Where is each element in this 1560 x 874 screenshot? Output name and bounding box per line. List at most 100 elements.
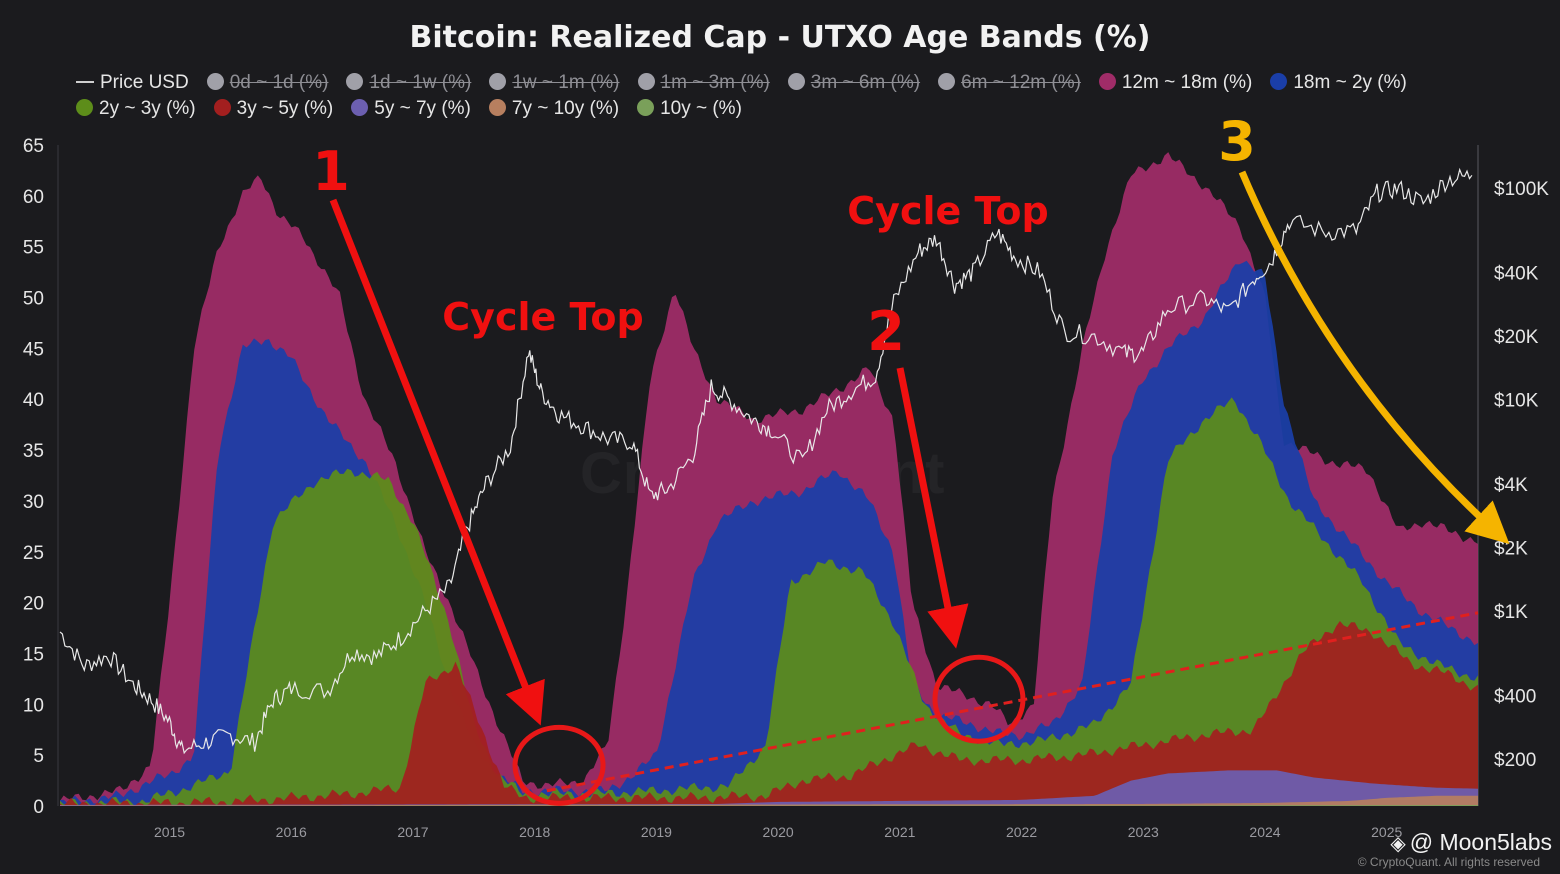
- trend-line: [546, 611, 1479, 793]
- y-left-tick-label: 55: [23, 238, 44, 259]
- arrow-2: [896, 367, 969, 649]
- legend-dot-swatch: [351, 99, 369, 116]
- legend-item-1[interactable]: 0d ~ 1d (%): [206, 70, 329, 96]
- legend-item-4[interactable]: 1m ~ 3m (%): [637, 70, 770, 96]
- legend-label: 6m ~ 12m (%): [961, 72, 1081, 93]
- y-left-tick-label: 15: [23, 644, 44, 665]
- arrow-3: [1238, 170, 1510, 545]
- y-left-tick-label: 5: [33, 746, 44, 767]
- y-left-tick-label: 60: [23, 187, 44, 208]
- legend-label: 1m ~ 3m (%): [660, 72, 770, 93]
- marker-3-label: 3: [1218, 110, 1256, 173]
- area-band-3: [60, 621, 1478, 806]
- area-band-6: [60, 805, 1478, 806]
- y-right-tick-label: $10K: [1494, 391, 1539, 412]
- legend-item-2[interactable]: 1d ~ 1w (%): [346, 70, 471, 96]
- legend-dot-swatch: [1098, 73, 1116, 90]
- y-left-tick-label: 35: [23, 441, 44, 462]
- legend-label: Price USD: [100, 72, 189, 93]
- legend-label: 1d ~ 1w (%): [369, 72, 472, 93]
- x-tick-label: 2017: [397, 824, 428, 840]
- legend-dot-swatch: [637, 99, 655, 116]
- y-left-tick-label: 45: [23, 339, 44, 360]
- x-tick-label: 2022: [1006, 824, 1037, 840]
- y-left-tick-label: 10: [23, 695, 44, 716]
- area-band-5: [60, 795, 1478, 806]
- cycle-top-label-2: Cycle Top: [847, 189, 1048, 233]
- legend-item-5[interactable]: 3m ~ 6m (%): [787, 70, 921, 96]
- marker-1-label: 1: [312, 140, 350, 203]
- y-left-tick-label: 50: [23, 289, 44, 310]
- legend-dot-swatch: [938, 73, 956, 90]
- y-right-tick-label: $20K: [1494, 327, 1539, 348]
- y-right-tick-label: $2K: [1494, 539, 1528, 560]
- x-tick-label: 2025: [1371, 824, 1402, 840]
- y-right-tick-label: $1K: [1494, 602, 1528, 623]
- y-left-tick-label: 25: [23, 543, 44, 564]
- legend-label: 12m ~ 18m (%): [1121, 72, 1253, 93]
- y-left-tick-label: 40: [23, 390, 44, 411]
- copyright-label: © CryptoQuant. All rights reserved: [1357, 855, 1540, 869]
- x-tick-label: 2023: [1128, 824, 1159, 840]
- legend-dot-swatch: [1270, 73, 1288, 90]
- y-right-tick-label: $4K: [1494, 475, 1528, 496]
- legend-label: 0d ~ 1d (%): [229, 72, 329, 93]
- legend-dot-swatch: [637, 73, 655, 90]
- legend-item-11[interactable]: 5y ~ 7y (%): [351, 96, 471, 122]
- y-right-tick-label: $400: [1494, 686, 1536, 707]
- x-tick-label: 2018: [519, 824, 550, 840]
- legend-dot-swatch: [488, 99, 506, 116]
- legend-dot-swatch: [346, 73, 364, 90]
- y-right-tick-label: $100K: [1494, 179, 1549, 200]
- credit-text: @ Moon5labs: [1409, 829, 1552, 855]
- legend-item-13[interactable]: 10y ~ (%): [637, 96, 742, 122]
- legend-item-6[interactable]: 6m ~ 12m (%): [938, 70, 1081, 96]
- area-band-2: [60, 397, 1478, 806]
- legend-label: 18m ~ 2y (%): [1293, 72, 1407, 93]
- x-tick-label: 2016: [276, 824, 307, 840]
- legend-label: 3y ~ 5y (%): [236, 98, 334, 119]
- y-right-tick-label: $200: [1494, 750, 1536, 771]
- legend-item-3[interactable]: 1w ~ 1m (%): [489, 70, 620, 96]
- binance-diamond-icon: ◈: [1390, 833, 1406, 855]
- legend-label: 7y ~ 10y (%): [511, 98, 620, 119]
- y-left-tick-label: 20: [23, 594, 44, 615]
- x-tick-label: 2019: [641, 824, 672, 840]
- legend-item-9[interactable]: 2y ~ 3y (%): [76, 96, 196, 122]
- legend-dot-swatch: [787, 73, 805, 90]
- circle-highlight-2: [932, 654, 1026, 744]
- y-left-tick-label: 65: [23, 136, 44, 157]
- legend-item-0[interactable]: Price USD: [76, 70, 189, 96]
- legend-item-7[interactable]: 12m ~ 18m (%): [1098, 70, 1253, 96]
- legend-label: 10y ~ (%): [660, 98, 742, 119]
- area-band-4: [60, 770, 1478, 806]
- legend-label: 2y ~ 3y (%): [99, 98, 196, 119]
- legend-dot-swatch: [76, 99, 93, 116]
- legend-item-8[interactable]: 18m ~ 2y (%): [1270, 70, 1407, 96]
- legend: Price USD 0d ~ 1d (%) 1d ~ 1w (%) 1w ~ 1m (…: [76, 70, 1516, 122]
- x-tick-label: 2021: [884, 824, 915, 840]
- marker-2-label: 2: [867, 300, 905, 363]
- x-tick-label: 2024: [1249, 824, 1280, 840]
- legend-label: 1w ~ 1m (%): [512, 72, 620, 93]
- legend-dot-swatch: [206, 73, 224, 90]
- legend-line-swatch: [76, 81, 94, 83]
- legend-dot-swatch: [213, 99, 231, 116]
- area-layers: [60, 152, 1478, 807]
- y-right-tick-label: $40K: [1494, 263, 1539, 284]
- cycle-top-label-1: Cycle Top: [442, 295, 643, 339]
- arrow-1: [329, 198, 545, 726]
- chart-title: Bitcoin: Realized Cap - UTXO Age Bands (…: [409, 20, 1151, 55]
- legend-dot-swatch: [489, 73, 507, 90]
- price-line: [59, 167, 1473, 755]
- legend-label: 3m ~ 6m (%): [810, 72, 921, 93]
- legend-label: 5y ~ 7y (%): [374, 98, 471, 119]
- credit-label: ◈ @ Moon5labs: [1390, 829, 1552, 856]
- y-left-tick-label: 0: [33, 797, 44, 818]
- x-tick-label: 2015: [154, 824, 185, 840]
- circle-highlight-1: [512, 724, 606, 806]
- y-left-tick-label: 30: [23, 492, 44, 513]
- legend-item-10[interactable]: 3y ~ 5y (%): [213, 96, 334, 122]
- legend-item-12[interactable]: 7y ~ 10y (%): [488, 96, 620, 122]
